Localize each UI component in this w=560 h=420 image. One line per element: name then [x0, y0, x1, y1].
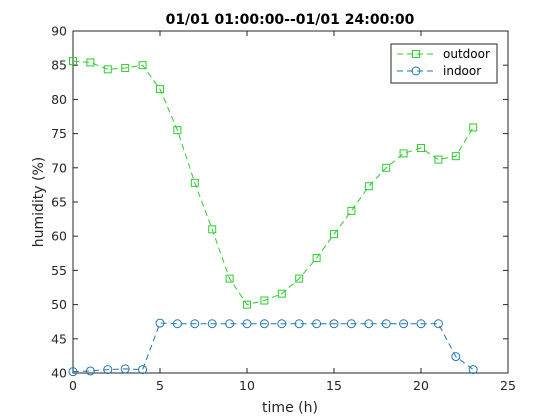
- x-tick-label: 20: [413, 378, 429, 393]
- data-point-indoor: [103, 365, 113, 375]
- y-axis-label: humidity (%): [31, 157, 47, 248]
- data-point-indoor: [259, 319, 269, 329]
- y-tick-label: 40: [51, 366, 67, 381]
- data-point-outdoor: [469, 123, 478, 132]
- y-tick-label: 45: [51, 331, 67, 346]
- data-point-outdoor: [243, 300, 251, 309]
- legend-box: [390, 43, 498, 84]
- y-tick-label: 65: [51, 195, 67, 210]
- data-point-outdoor: [190, 178, 199, 187]
- data-point-indoor: [242, 319, 252, 329]
- data-point-outdoor: [382, 163, 391, 172]
- chart-title: 01/01 01:00:00--01/01 24:00:00: [166, 12, 415, 28]
- y-tick-label: 75: [51, 126, 67, 141]
- data-point-indoor: [312, 319, 322, 329]
- data-point-indoor: [172, 319, 182, 329]
- x-tick-label: 5: [156, 378, 164, 393]
- y-tick-label: 70: [51, 160, 67, 175]
- plot-area: 0 5 10 15 20 25 40 45 50 55 60 65 70 75 80 85 90: [51, 24, 516, 394]
- series-line-outdoor: [72, 60, 474, 306]
- legend: outdoor indoor: [390, 43, 498, 84]
- data-point-indoor: [68, 367, 78, 377]
- y-tick-label: 90: [51, 24, 67, 39]
- legend-label-indoor: indoor: [443, 64, 481, 78]
- data-point-outdoor: [347, 206, 356, 215]
- data-point-indoor: [468, 365, 478, 375]
- data-point-outdoor: [434, 155, 443, 164]
- legend-marker-indoor: [411, 66, 421, 76]
- y-tick-label: 85: [51, 58, 67, 73]
- data-point-outdoor: [69, 57, 77, 66]
- data-point-indoor: [207, 319, 217, 329]
- data-point-indoor: [451, 352, 461, 362]
- data-point-outdoor: [103, 65, 112, 74]
- data-point-outdoor: [277, 289, 286, 298]
- x-tick-label: 10: [239, 378, 255, 393]
- y-tick-label: 55: [51, 263, 67, 278]
- data-point-outdoor: [208, 225, 217, 234]
- data-point-outdoor: [295, 274, 304, 283]
- data-point-outdoor: [399, 149, 408, 158]
- data-point-indoor: [294, 319, 304, 329]
- data-point-indoor: [329, 319, 339, 329]
- data-point-indoor: [190, 319, 200, 329]
- legend-label-outdoor: outdoor: [443, 47, 490, 61]
- data-point-indoor: [225, 319, 235, 329]
- y-tick-label: 50: [51, 297, 67, 312]
- data-point-indoor: [138, 365, 148, 375]
- data-point-outdoor: [330, 230, 338, 239]
- legend-marker-outdoor: [412, 50, 420, 58]
- y-tick-label: 60: [51, 229, 67, 244]
- data-point-indoor: [399, 319, 409, 329]
- x-axis-label: time (h): [262, 400, 318, 416]
- data-point-indoor: [120, 364, 130, 374]
- data-point-outdoor: [225, 274, 234, 283]
- data-point-outdoor: [312, 254, 321, 263]
- data-point-indoor: [364, 319, 374, 329]
- data-point-outdoor: [156, 85, 164, 94]
- data-point-indoor: [346, 319, 356, 329]
- data-point-outdoor: [260, 296, 269, 305]
- x-tick-label: 15: [326, 378, 342, 393]
- data-point-outdoor: [121, 63, 130, 72]
- data-point-indoor: [433, 319, 443, 329]
- x-tick-label: 25: [500, 378, 516, 393]
- x-tick-label: 0: [69, 378, 77, 393]
- data-point-indoor: [155, 318, 165, 328]
- data-point-outdoor: [451, 152, 460, 161]
- data-point-indoor: [416, 319, 426, 329]
- data-point-indoor: [381, 319, 391, 329]
- series-line-indoor: [72, 322, 474, 373]
- data-point-indoor: [277, 319, 287, 329]
- data-point-outdoor: [86, 58, 95, 67]
- y-tick-label: 80: [51, 92, 67, 107]
- data-point-outdoor: [138, 61, 147, 70]
- data-point-outdoor: [417, 143, 425, 152]
- data-point-outdoor: [364, 182, 373, 191]
- data-point-outdoor: [173, 126, 182, 135]
- data-point-indoor: [85, 366, 95, 376]
